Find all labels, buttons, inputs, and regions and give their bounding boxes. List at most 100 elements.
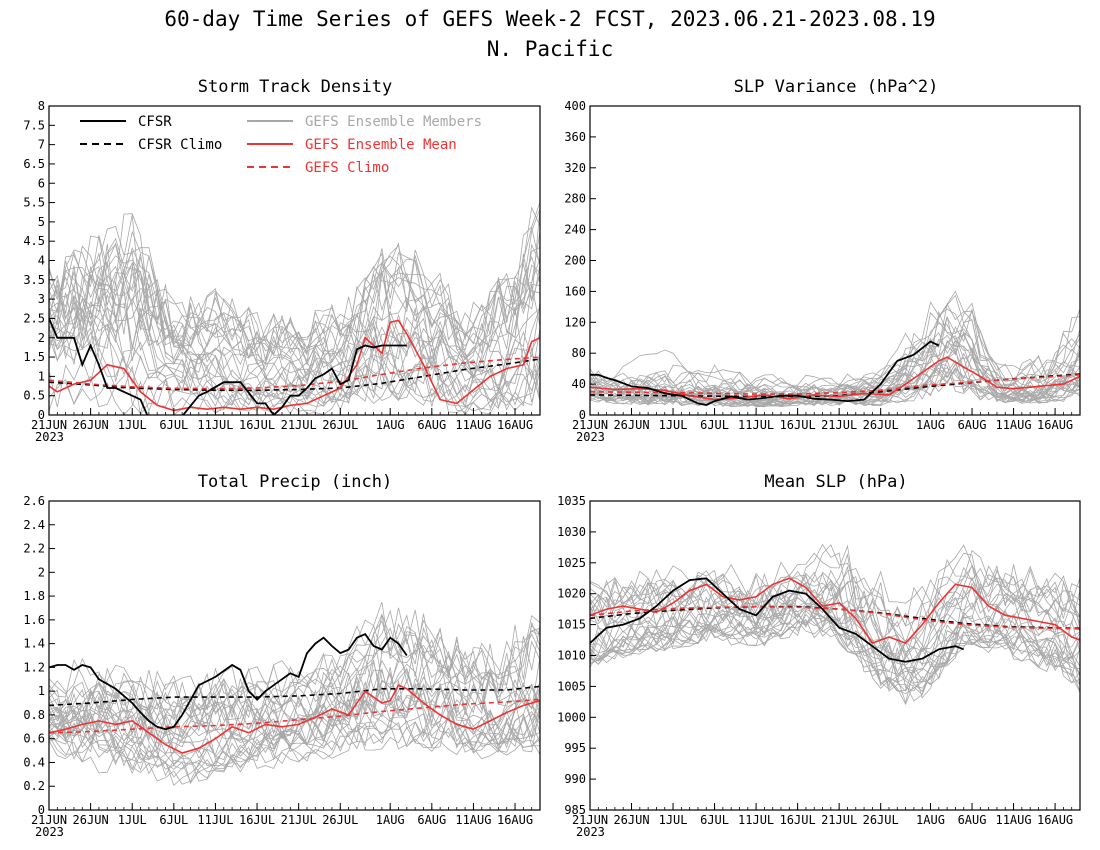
ensemble-member-line [49,690,540,767]
y-tick-label: 1000 [557,710,586,724]
y-tick-label: 990 [564,772,586,786]
y-tick-label: 2.2 [23,542,45,556]
ensemble-member-line [49,266,540,414]
y-tick-label: 7.5 [23,118,45,132]
y-tick-label: 1025 [557,556,586,570]
x-tick-label: 6AUG [958,813,987,827]
y-tick-label: 120 [564,315,586,329]
y-tick-label: 2.6 [23,494,45,508]
ensemble-member-line [590,362,1080,407]
y-axis: 0 0.5 1 1.5 2 2.5 3 3.5 4 4.5 5 5.5 6 6.5 7 7.5 8 [23,99,55,422]
y-tick-label: 1035 [557,494,586,508]
ensemble-member-line [590,565,1080,668]
x-tick-label: 11AUG [995,813,1031,827]
ensemble-member-line [590,585,1080,683]
legend-label-members: GEFS Ensemble Members [305,114,482,130]
y-tick-label: 40 [572,377,586,391]
ensemble-member-line [49,208,540,379]
y-tick-label: 0 [579,408,586,422]
y-tick-label: 5.5 [23,196,45,210]
ensemble-members [49,601,540,787]
y-tick-label: 4 [38,254,45,268]
x-tick-label: 1JUL [659,418,688,432]
x-tick-label: 11AUG [455,418,491,432]
ensemble-member-line [49,235,540,411]
panel-title: Total Precip (inch) [198,472,392,492]
ensemble-member-line [590,543,1080,660]
plot-area: 0 40 80 120 160 200 240 280 320 360 400 21JUN 26JUN 1… [564,99,1081,444]
panel-total-precip: Total Precip (inch) 0 0.2 0.4 0.6 0.8 1 1.2 1.4… [23,472,541,839]
ensemble-member-line [49,247,540,392]
y-tick-label: 1.2 [23,660,45,674]
y-tick-label: 400 [564,99,586,113]
ensemble-member-line [49,663,540,763]
x-tick-label: 21JUL [281,418,317,432]
ensemble-member-line [590,331,1080,406]
y-tick-label: 6.5 [23,157,45,171]
ensemble-member-line [49,716,540,779]
ensemble-member-line [49,634,540,728]
x-tick-label: 26JUL [322,418,358,432]
legend-label-gefs-climo: GEFS Climo [305,160,389,176]
x-tick-label: 11JUL [197,418,233,432]
cfsr-line [49,632,408,731]
x-tick-label: 1JUL [118,418,147,432]
x-tick-label: 1AUG [376,418,405,432]
y-tick-label: 3 [38,292,45,306]
gefs-ensemble-mean-line [590,577,1080,645]
x-tick-label: 21JUN [31,813,67,827]
gefs-climo-line [590,374,1080,395]
x-year-label: 2023 [576,430,605,444]
ensemble-member-line [49,255,540,415]
x-tick-label: 11AUG [995,418,1031,432]
y-tick-label: 4.5 [23,234,45,248]
x-tick-label: 1AUG [376,813,405,827]
panel-mean-slp: Mean SLP (hPa) 985 990 995 1000 1005 1010 1015… [557,472,1081,839]
x-tick-label: 11JUL [197,813,233,827]
x-tick-label: 6AUG [417,418,446,432]
y-tick-label: 1.5 [23,350,45,364]
ensemble-member-line [49,613,540,747]
ensemble-member-line [49,640,540,782]
x-tick-label: 11JUL [738,813,774,827]
ensemble-member-line [49,230,540,413]
x-year-label: 2023 [35,825,64,839]
x-tick-label: 26JUN [613,813,649,827]
legend: CFSR CFSR Climo GEFS Ensemble Members GE… [80,114,482,176]
y-tick-label: 8 [38,99,45,113]
x-tick-label: 16JUL [780,418,816,432]
x-tick-label: 16JUL [780,813,816,827]
gefs-climo-line [49,698,540,734]
figure-subtitle: N. Pacific [487,37,613,61]
y-tick-label: 0 [38,803,45,817]
x-year-label: 2023 [35,430,64,444]
ensemble-member-line [49,214,540,359]
ensemble-member-line [49,279,540,415]
legend-label-cfsr: CFSR [138,114,172,130]
y-tick-label: 1015 [557,618,586,632]
ensemble-member-line [49,625,540,785]
y-tick-label: 985 [564,803,586,817]
y-tick-label: 200 [564,254,586,268]
ensemble-member-line [590,359,1080,406]
y-tick-label: 240 [564,223,586,237]
x-tick-label: 1AUG [916,418,945,432]
y-tick-label: 1.8 [23,589,45,603]
x-tick-label: 6JUL [700,418,729,432]
y-tick-label: 3.5 [23,273,45,287]
x-tick-label: 16AUG [497,813,533,827]
cfsr-climo-line [49,685,540,707]
y-tick-label: 0.5 [23,389,45,403]
y-tick-label: 1.4 [23,637,45,651]
y-axis: 0 40 80 120 160 200 240 280 320 360 400 [564,99,596,422]
x-tick-label: 6AUG [417,813,446,827]
ensemble-member-line [590,294,1080,391]
x-tick-label: 16AUG [1037,813,1073,827]
x-tick-label: 21JUN [572,418,608,432]
x-tick-label: 26JUL [863,418,899,432]
ensemble-member-line [49,664,540,741]
y-tick-label: 995 [564,741,586,755]
x-tick-label: 21JUN [572,813,608,827]
panel-title: SLP Variance (hPa^2) [734,77,939,97]
